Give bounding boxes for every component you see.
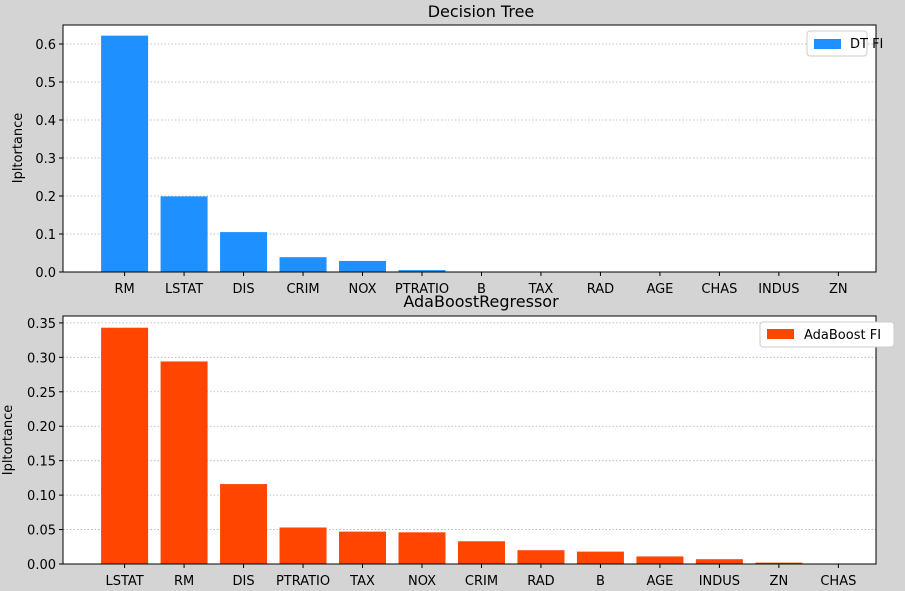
- grid: [63, 322, 876, 530]
- bar-tax: [339, 531, 387, 564]
- decision-tree-chart: 0.0 0.1 0.2 0.3 0.4 0.5 0.6 RM LSTAT DIS CRIM NOX P…: [11, 2, 883, 297]
- x-tick-label: AGE: [646, 574, 673, 589]
- plot-frame: [62, 24, 877, 273]
- x-tick-label: LSTAT: [105, 574, 143, 589]
- y-axis-label: Ipltortance: [1, 405, 16, 476]
- bar-nox: [339, 260, 387, 272]
- y-axis-ticks: 0.00 0.05 0.10 0.15 0.20 0.25 0.30 0.35: [27, 317, 63, 573]
- y-tick-label: 0.20: [27, 420, 56, 435]
- bar-lstat: [160, 196, 208, 272]
- x-axis-ticks: RM LSTAT DIS CRIM NOX PTRATIO B TAX RAD AGE CHAS IN…: [114, 272, 848, 297]
- x-tick-label: NOX: [408, 574, 436, 589]
- bar-ptratio: [279, 527, 327, 564]
- x-tick-label: B: [477, 282, 486, 297]
- bar-dis: [220, 484, 268, 564]
- x-tick-label: ZN: [770, 574, 789, 589]
- y-tick-label: 0.6: [35, 38, 56, 53]
- y-axis-ticks: 0.0 0.1 0.2 0.3 0.4 0.5 0.6: [35, 38, 63, 281]
- bar-rad: [517, 550, 565, 564]
- legend-label: DT FI: [850, 37, 883, 52]
- y-tick-label: 0.00: [27, 558, 56, 573]
- x-tick-label: TAX: [349, 574, 375, 589]
- y-tick-label: 0.4: [35, 114, 56, 129]
- y-tick-label: 0.1: [35, 228, 56, 243]
- bar-rm: [160, 361, 208, 564]
- y-axis-label: Ipltortance: [11, 113, 26, 184]
- bar-indus: [695, 559, 743, 564]
- legend-box: [759, 321, 895, 348]
- bars: [101, 327, 803, 564]
- adaboost-chart: 0.00 0.05 0.10 0.15 0.20 0.25 0.30 0.35 LSTAT RM…: [1, 292, 895, 589]
- x-tick-label: ZN: [829, 282, 848, 297]
- bar-ptratio: [398, 270, 446, 272]
- x-tick-label: AGE: [646, 282, 673, 297]
- bar-zn: [755, 562, 803, 564]
- legend: DT FI: [806, 30, 883, 57]
- plot-frame: [62, 315, 877, 565]
- bars: [101, 35, 446, 272]
- x-tick-label: CHAS: [701, 282, 737, 297]
- bar-rm: [101, 35, 149, 272]
- x-tick-label: DIS: [233, 574, 255, 589]
- x-tick-label: NOX: [349, 282, 377, 297]
- y-tick-label: 0.05: [27, 524, 56, 539]
- y-tick-label: 0.30: [27, 351, 56, 366]
- y-tick-label: 0.5: [35, 76, 56, 91]
- bar-b: [576, 551, 624, 564]
- y-tick-label: 0.2: [35, 190, 56, 205]
- legend-swatch: [767, 329, 794, 339]
- x-tick-label: RM: [174, 574, 194, 589]
- chart-title: AdaBoostRegressor: [403, 292, 559, 311]
- x-tick-label: RAD: [587, 282, 614, 297]
- bar-crim: [279, 257, 327, 272]
- x-tick-label: RAD: [527, 574, 554, 589]
- x-axis-ticks: LSTAT RM DIS PTRATIO TAX NOX CRIM RAD B AGE INDUS Z…: [105, 564, 856, 589]
- y-tick-label: 0.25: [27, 386, 56, 401]
- x-tick-label: CRIM: [286, 282, 319, 297]
- chart-title: Decision Tree: [428, 2, 535, 21]
- x-tick-label: PTRATIO: [276, 574, 330, 589]
- bar-age: [636, 556, 684, 564]
- grid: [63, 43, 876, 235]
- legend: AdaBoost FI: [759, 321, 895, 348]
- x-tick-label: B: [596, 574, 605, 589]
- x-tick-label: PTRATIO: [395, 282, 449, 297]
- x-tick-label: LSTAT: [165, 282, 203, 297]
- bar-lstat: [101, 327, 149, 564]
- legend-label: AdaBoost FI: [804, 328, 881, 343]
- bar-crim: [457, 541, 505, 564]
- x-tick-label: TAX: [528, 282, 554, 297]
- legend-swatch: [814, 39, 841, 49]
- y-tick-label: 0.15: [27, 455, 56, 470]
- x-tick-label: DIS: [233, 282, 255, 297]
- y-tick-label: 0.10: [27, 489, 56, 504]
- y-tick-label: 0.3: [35, 152, 56, 167]
- x-tick-label: INDUS: [699, 574, 740, 589]
- y-tick-label: 0.0: [35, 266, 56, 281]
- x-tick-label: INDUS: [758, 282, 799, 297]
- bar-dis: [220, 232, 268, 272]
- x-tick-label: CHAS: [820, 574, 856, 589]
- bar-nox: [398, 532, 446, 564]
- x-tick-label: CRIM: [465, 574, 498, 589]
- y-tick-label: 0.35: [27, 317, 56, 332]
- x-tick-label: RM: [114, 282, 134, 297]
